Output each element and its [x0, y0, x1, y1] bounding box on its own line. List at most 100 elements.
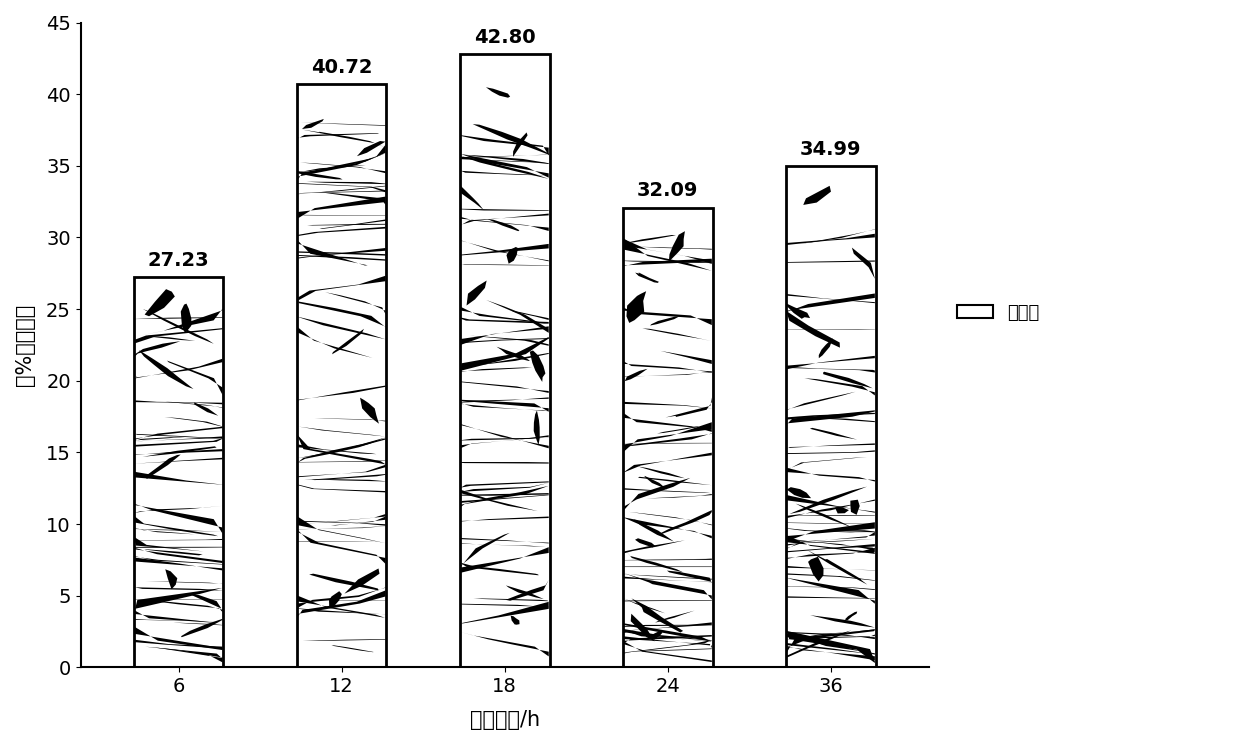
Polygon shape	[650, 317, 680, 326]
Polygon shape	[787, 532, 875, 553]
Polygon shape	[190, 594, 223, 610]
Polygon shape	[301, 130, 386, 148]
Polygon shape	[298, 251, 386, 256]
Polygon shape	[634, 519, 673, 542]
Polygon shape	[157, 602, 223, 612]
Polygon shape	[298, 183, 386, 192]
Polygon shape	[787, 261, 875, 263]
Polygon shape	[635, 273, 658, 283]
Polygon shape	[801, 229, 875, 244]
Polygon shape	[624, 478, 691, 510]
Polygon shape	[787, 635, 875, 640]
Polygon shape	[461, 494, 549, 503]
Polygon shape	[331, 645, 373, 652]
Polygon shape	[787, 522, 875, 524]
Polygon shape	[461, 423, 549, 451]
Polygon shape	[299, 191, 386, 193]
Polygon shape	[298, 596, 386, 618]
Polygon shape	[195, 402, 218, 416]
Polygon shape	[657, 510, 712, 535]
Bar	[296, 84, 387, 668]
Polygon shape	[167, 361, 223, 395]
Polygon shape	[298, 465, 386, 478]
Polygon shape	[143, 309, 213, 343]
Polygon shape	[298, 525, 386, 530]
Polygon shape	[787, 641, 875, 660]
Polygon shape	[645, 476, 667, 489]
Polygon shape	[461, 493, 549, 495]
Polygon shape	[461, 538, 549, 543]
Polygon shape	[461, 264, 549, 266]
Polygon shape	[496, 346, 529, 361]
Polygon shape	[134, 437, 223, 447]
Polygon shape	[461, 393, 549, 413]
Bar	[622, 208, 713, 668]
Polygon shape	[134, 588, 223, 611]
Polygon shape	[787, 630, 852, 658]
Polygon shape	[667, 571, 712, 587]
Polygon shape	[461, 516, 549, 522]
Polygon shape	[624, 235, 712, 264]
Polygon shape	[651, 631, 662, 640]
Polygon shape	[298, 133, 379, 139]
Polygon shape	[134, 341, 180, 357]
Polygon shape	[134, 472, 223, 492]
Polygon shape	[303, 639, 386, 641]
Polygon shape	[298, 516, 386, 543]
Polygon shape	[787, 413, 875, 419]
Polygon shape	[298, 276, 386, 301]
Polygon shape	[461, 437, 549, 441]
Polygon shape	[787, 457, 867, 470]
Polygon shape	[817, 530, 875, 533]
Polygon shape	[461, 317, 549, 323]
Polygon shape	[165, 569, 177, 589]
Polygon shape	[624, 559, 712, 562]
Polygon shape	[624, 648, 712, 653]
Polygon shape	[787, 643, 875, 660]
Polygon shape	[787, 633, 875, 656]
Polygon shape	[139, 350, 193, 389]
Polygon shape	[298, 521, 386, 526]
Polygon shape	[787, 548, 875, 559]
Polygon shape	[624, 413, 712, 432]
Polygon shape	[298, 438, 386, 458]
Polygon shape	[506, 586, 544, 599]
Polygon shape	[787, 544, 875, 552]
Polygon shape	[143, 446, 217, 457]
Polygon shape	[624, 361, 712, 373]
Polygon shape	[298, 484, 386, 493]
Polygon shape	[787, 539, 875, 551]
Polygon shape	[134, 547, 223, 565]
Polygon shape	[787, 366, 875, 372]
Bar	[786, 166, 875, 668]
Polygon shape	[624, 559, 712, 560]
Polygon shape	[529, 350, 546, 382]
Polygon shape	[511, 615, 520, 625]
Text: 32.09: 32.09	[637, 181, 698, 200]
Polygon shape	[298, 426, 386, 437]
Polygon shape	[134, 308, 223, 337]
Polygon shape	[309, 574, 378, 591]
Polygon shape	[298, 254, 386, 261]
Polygon shape	[787, 499, 875, 518]
Polygon shape	[472, 124, 549, 155]
Polygon shape	[787, 468, 875, 486]
Polygon shape	[486, 87, 510, 98]
Polygon shape	[134, 506, 223, 513]
Polygon shape	[461, 353, 549, 368]
Polygon shape	[461, 155, 549, 164]
Polygon shape	[134, 610, 223, 624]
Polygon shape	[624, 246, 712, 250]
Polygon shape	[624, 443, 712, 444]
Polygon shape	[624, 574, 712, 585]
Polygon shape	[787, 539, 875, 545]
Polygon shape	[624, 620, 712, 635]
Polygon shape	[461, 307, 548, 324]
Polygon shape	[461, 154, 549, 177]
Polygon shape	[461, 213, 549, 231]
Polygon shape	[461, 337, 549, 371]
Polygon shape	[134, 449, 223, 455]
Polygon shape	[325, 292, 386, 314]
Polygon shape	[134, 537, 203, 551]
Polygon shape	[174, 623, 223, 627]
